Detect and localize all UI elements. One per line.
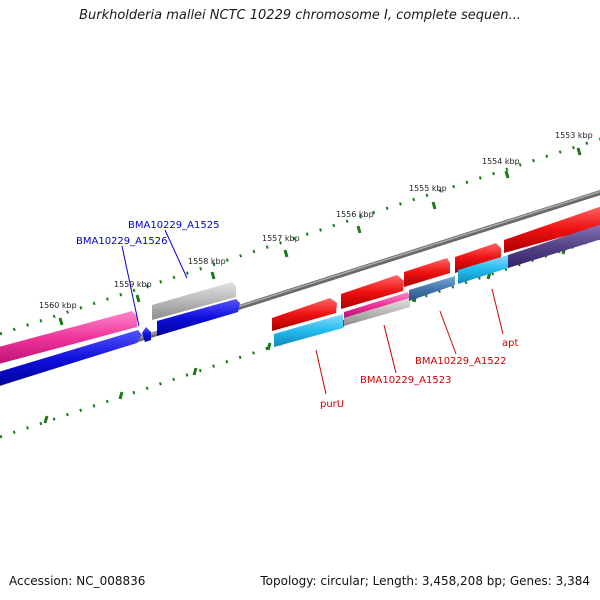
feature-a1523-gray [344, 298, 410, 326]
feature-a1526-blue [142, 327, 151, 342]
gene-label-purU: purU [320, 399, 344, 410]
feature-red-cds-3 [504, 206, 600, 253]
tick-label-1558: 1558 kbp [188, 257, 226, 266]
forward-track [0, 206, 600, 364]
tick-label-1553: 1553 kbp [555, 131, 593, 140]
gene-label-a1526: BMA10229_A1526 [76, 236, 167, 247]
gene-label-a1522: BMA10229_A1522 [415, 356, 506, 367]
tick-label-1555: 1555 kbp [409, 184, 447, 193]
label-leaders [121, 229, 504, 395]
feature-red-cds-2 [404, 258, 450, 287]
tick-label-1560: 1560 kbp [39, 301, 77, 310]
feature-rna-left [0, 311, 137, 364]
tick-label-1559: 1559 kbp [114, 280, 152, 289]
feature-reverse-blue-mid [157, 299, 240, 336]
feature-a1523-pink [344, 292, 410, 318]
feature-reverse-blue-left [0, 330, 142, 386]
feature-slate-right [508, 224, 600, 268]
feature-a1522-steel [409, 276, 455, 301]
feature-apt-cyan [458, 255, 508, 284]
feature-a1525-gray [152, 282, 236, 320]
gene-label-apt: apt [502, 338, 518, 349]
feature-red-cds-1 [341, 275, 404, 309]
map-title: Burkholderia mallei NCTC 10229 chromosom… [79, 8, 521, 23]
gene-label-a1523: BMA10229_A1523 [360, 375, 451, 386]
tick-label-1556: 1556 kbp [336, 210, 374, 219]
genome-summary-text: Topology: circular; Length: 3,458,208 bp… [260, 574, 590, 588]
accession-text: Accession: NC_008836 [9, 574, 146, 588]
reverse-track [0, 224, 600, 386]
feature-apt-red [455, 243, 501, 273]
tick-label-1557: 1557 kbp [262, 234, 300, 243]
gene-label-a1525: BMA10229_A1525 [128, 220, 219, 231]
tick-label-1554: 1554 kbp [482, 157, 520, 166]
feature-purU-red [272, 298, 337, 331]
outer-major-ticks [58, 147, 582, 326]
feature-purU-cyan [274, 314, 343, 347]
